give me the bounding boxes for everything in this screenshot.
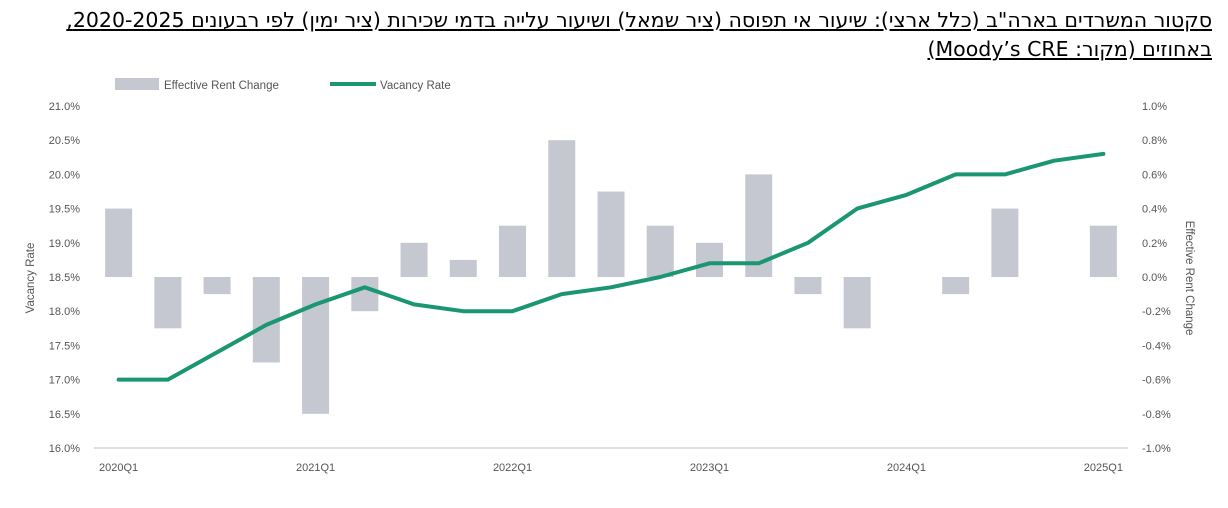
y-left-tick-label: 19.5%: [49, 204, 80, 216]
bar-effective-rent-change: [203, 277, 231, 295]
point-vacancy-rate: [806, 241, 810, 244]
point-vacancy-rate: [708, 262, 711, 265]
legend-label-line: Vacancy Rate: [380, 80, 451, 92]
y-right-tick-label: 1.0%: [1142, 101, 1167, 113]
legend-label-bars: Effective Rent Change: [164, 80, 279, 92]
y-right-tick-label: -0.2%: [1142, 306, 1171, 318]
bar-effective-rent-change: [449, 259, 477, 277]
y-left-tick-label: 20.0%: [49, 169, 80, 181]
point-vacancy-rate: [265, 323, 268, 327]
y-right-tick-label: 0.6%: [1142, 169, 1167, 181]
chart-title: סקטור המשרדים בארה"ב (כלל ארצי): שיעור א…: [66, 8, 1212, 61]
point-vacancy-rate: [1102, 152, 1105, 156]
point-vacancy-rate: [659, 275, 662, 279]
y-right-tick-label: 0.4%: [1142, 204, 1167, 216]
y-right-tick-label: -0.6%: [1142, 375, 1171, 387]
bar-effective-rent-change: [499, 225, 527, 277]
axes: 16.0% 16.5% 17.0% 17.5% 18.0% 18.5% 19.0% 19.5%…: [49, 101, 1171, 474]
x-tick-label: 2025Q1: [1084, 462, 1123, 474]
bar-effective-rent-change: [646, 225, 674, 277]
bar-effective-rent-change: [597, 191, 625, 277]
point-vacancy-rate: [1052, 159, 1056, 162]
point-vacancy-rate: [757, 262, 760, 265]
bar-effective-rent-change: [351, 277, 379, 312]
point-vacancy-rate: [1003, 173, 1007, 176]
point-vacancy-rate: [560, 292, 563, 296]
bar-effective-rent-change: [794, 277, 822, 295]
y-right-tick-label: -0.8%: [1142, 409, 1171, 421]
bar-effective-rent-change: [695, 242, 723, 277]
y-left-tick-label: 16.0%: [49, 443, 80, 455]
y-right-tick-label: -0.4%: [1142, 340, 1171, 352]
point-vacancy-rate: [166, 378, 170, 381]
y-left-tick-label: 16.5%: [49, 409, 80, 421]
line-series: [116, 151, 1106, 382]
point-vacancy-rate: [215, 351, 219, 354]
legend-swatch-bars: [115, 78, 159, 90]
point-vacancy-rate: [363, 286, 367, 289]
bar-effective-rent-change: [548, 140, 576, 277]
point-vacancy-rate: [954, 173, 957, 176]
bar-effective-rent-change: [991, 208, 1019, 277]
bar-effective-rent-change: [302, 277, 330, 414]
bar-effective-rent-change: [400, 242, 428, 277]
y-axis-right-label: Effective Rent Change: [1183, 221, 1195, 336]
bar-effective-rent-change: [843, 277, 871, 329]
legend: Effective Rent Change Vacancy Rate: [115, 78, 451, 92]
point-vacancy-rate: [905, 193, 908, 197]
y-right-tick-label: 0.2%: [1142, 238, 1167, 250]
bar-effective-rent-change: [105, 208, 133, 277]
y-left-tick-label: 20.5%: [49, 135, 80, 147]
x-tick-label: 2023Q1: [690, 462, 729, 474]
x-tick-label: 2020Q1: [99, 462, 138, 474]
y-left-tick-label: 19.0%: [49, 238, 80, 250]
bar-series: [105, 140, 1117, 414]
y-axis-left-label: Vacancy Rate: [25, 243, 37, 314]
y-right-tick-label: -1.0%: [1142, 443, 1171, 455]
x-tick-label: 2024Q1: [887, 462, 926, 474]
y-left-tick-label: 18.5%: [49, 272, 80, 284]
y-right-tick-label: 0.8%: [1142, 135, 1167, 147]
point-vacancy-rate: [609, 286, 613, 289]
bar-effective-rent-change: [942, 277, 970, 295]
point-vacancy-rate: [314, 303, 317, 306]
y-left-tick-label: 18.0%: [49, 306, 80, 318]
point-vacancy-rate: [511, 310, 514, 313]
point-vacancy-rate: [117, 378, 120, 381]
point-vacancy-rate: [855, 207, 859, 210]
y-left-tick-label: 17.0%: [49, 375, 80, 387]
y-left-tick-label: 21.0%: [49, 101, 80, 113]
x-tick-label: 2021Q1: [296, 462, 335, 474]
bar-effective-rent-change: [1089, 225, 1117, 277]
point-vacancy-rate: [412, 303, 416, 306]
bar-effective-rent-change: [154, 277, 182, 329]
point-vacancy-rate: [462, 310, 465, 313]
y-left-tick-label: 17.5%: [49, 340, 80, 352]
x-tick-label: 2022Q1: [493, 462, 532, 474]
y-right-tick-label: 0.0%: [1142, 272, 1167, 284]
